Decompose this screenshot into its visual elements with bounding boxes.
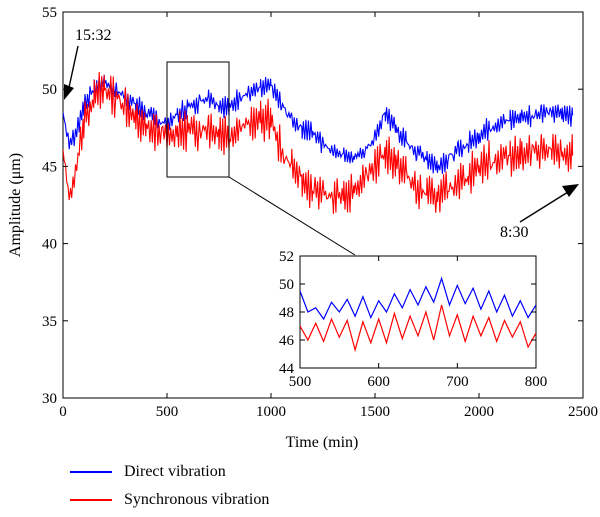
series-synchronous-line xyxy=(63,71,574,215)
legend-item-direct: Direct vibration xyxy=(70,458,269,486)
inset-x-tick-label: 500 xyxy=(289,374,312,390)
y-tick-label: 45 xyxy=(42,159,57,175)
legend: Direct vibration Synchronous vibration xyxy=(70,458,269,514)
inset-direct-line xyxy=(300,276,536,321)
inset-y-tick-label: 48 xyxy=(279,305,294,321)
x-tick-label: 0 xyxy=(59,404,67,420)
annotation-start-arrowhead xyxy=(64,84,74,100)
annotation-end-arrowhead xyxy=(562,184,579,197)
legend-label-direct: Direct vibration xyxy=(124,463,226,480)
legend-swatch-direct xyxy=(70,471,112,473)
main-series-group xyxy=(63,71,574,215)
x-tick-label: 2500 xyxy=(568,404,598,420)
y-axis-title: Amplitude (μm) xyxy=(7,153,24,257)
legend-swatch-synchronous xyxy=(70,499,112,501)
zoom-box xyxy=(166,61,230,178)
inset-x-tick-label: 700 xyxy=(446,374,469,390)
x-tick-label: 500 xyxy=(156,404,179,420)
y-tick-label: 55 xyxy=(42,5,57,21)
zoom-connector xyxy=(228,176,356,256)
inset-y-tick-label: 44 xyxy=(279,361,295,377)
annotation-start-time: 15:32 xyxy=(75,27,111,44)
inset-x-tick-label: 800 xyxy=(525,374,548,390)
y-tick-label: 30 xyxy=(42,391,57,407)
inset-plot-area xyxy=(299,255,537,369)
legend-label-synchronous: Synchronous vibration xyxy=(124,491,270,508)
inset-synchronous-line xyxy=(300,304,536,353)
annotation-start-arrow-line xyxy=(67,45,79,93)
series-direct-line xyxy=(63,74,574,174)
inset-y-tick-label: 46 xyxy=(279,333,295,349)
y-tick-label: 50 xyxy=(42,82,57,98)
inset-x-tick-label: 600 xyxy=(367,374,390,390)
y-tick-label: 40 xyxy=(42,237,57,253)
legend-item-synchronous: Synchronous vibration xyxy=(70,486,269,514)
inset-ticks-group: 500 600 700 800 44 46 48 50 52 xyxy=(279,249,547,390)
x-tick-label: 2000 xyxy=(464,404,494,420)
x-axis-title: Time (min) xyxy=(286,434,359,451)
y-tick-label: 35 xyxy=(42,314,57,330)
x-tick-label: 1500 xyxy=(360,404,390,420)
inset-y-tick-label: 52 xyxy=(279,249,294,265)
annotation-end-time: 8:30 xyxy=(500,224,528,241)
inset-series-group xyxy=(300,276,536,353)
inset-y-tick-label: 50 xyxy=(279,277,294,293)
x-tick-label: 1000 xyxy=(256,404,286,420)
annotation-end-arrow-line xyxy=(519,191,569,223)
